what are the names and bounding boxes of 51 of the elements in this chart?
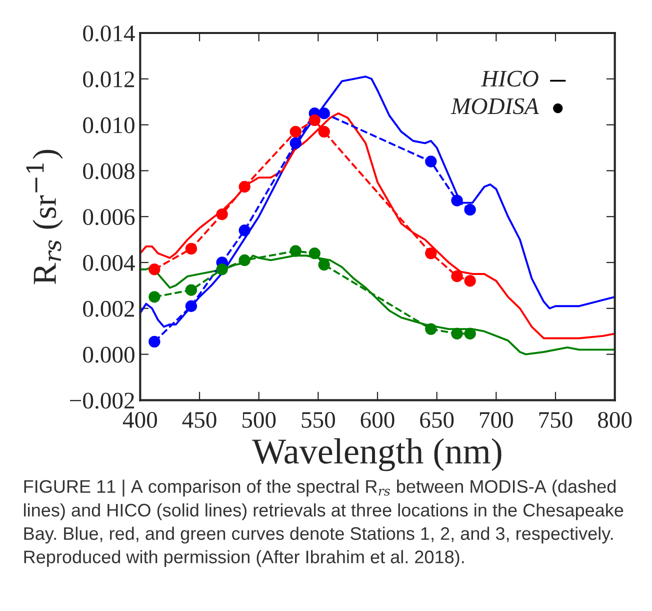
- point: [290, 137, 302, 149]
- y-tick-label: 0.006: [83, 209, 135, 226]
- caption: FIGURE 11 | A comparison of the spectral R$_{rs}$ between MODIS-A (dashed lines) and HICO (solid lines) retrievals at three locations in the Chesapeake Bay. Blue, red, and green curves denote Stations 1, 2, and 3, respectively. Reproduced with permission (After Ibrahim et al. 2018).: [24, 480, 624, 567]
- point: [464, 275, 476, 287]
- point: [148, 264, 160, 276]
- point: [308, 114, 320, 126]
- point: [216, 264, 228, 276]
- y-tick-label: 0.000: [83, 346, 134, 363]
- y-tick-label: 0.002: [83, 300, 134, 317]
- y-tick-label: 0.012: [83, 71, 134, 88]
- point: [216, 208, 228, 220]
- annotation: MODISA: [450, 98, 539, 114]
- y-tick-label: 0.004: [83, 254, 135, 272]
- point: [451, 270, 463, 282]
- point: [318, 258, 330, 271]
- x-tick-label: 700: [480, 412, 513, 428]
- y-axis-title: R$_{rs}$ (sr$^{−1}$): [26, 150, 63, 284]
- point: [185, 300, 198, 312]
- x-tick-label: 450: [182, 412, 216, 428]
- point: [185, 242, 198, 255]
- point: [318, 126, 330, 138]
- point: [148, 336, 160, 348]
- y-tick-label: 0.008: [83, 163, 134, 180]
- point: [238, 180, 250, 193]
- point: [238, 254, 250, 266]
- x-tick-label: 500: [242, 412, 276, 428]
- x-tick-label: 800: [598, 412, 632, 428]
- x-tick-label: 750: [539, 412, 572, 428]
- point: [308, 247, 320, 260]
- y-tick-label: 0.014: [83, 25, 135, 42]
- x-tick-label: 600: [360, 412, 394, 428]
- x-tick-label: 400: [122, 412, 157, 428]
- point: [464, 204, 476, 216]
- point: [290, 245, 302, 257]
- point: [451, 328, 463, 340]
- y-tick-label: −0.002: [70, 392, 134, 409]
- x-tick-label: 650: [420, 412, 454, 428]
- point: [451, 194, 463, 206]
- y-tick-label: 0.010: [83, 117, 134, 134]
- point: [238, 224, 250, 236]
- point: [185, 284, 198, 296]
- point: [425, 323, 437, 335]
- annotation: HICO: [480, 70, 538, 87]
- point: [148, 291, 160, 303]
- point: [425, 156, 437, 168]
- x-tick-label: 550: [302, 412, 335, 428]
- point: [425, 247, 437, 260]
- point: [464, 328, 476, 340]
- point: [290, 126, 302, 138]
- point: [318, 107, 330, 120]
- x-axis-title: Wavelength (nm): [252, 438, 502, 472]
